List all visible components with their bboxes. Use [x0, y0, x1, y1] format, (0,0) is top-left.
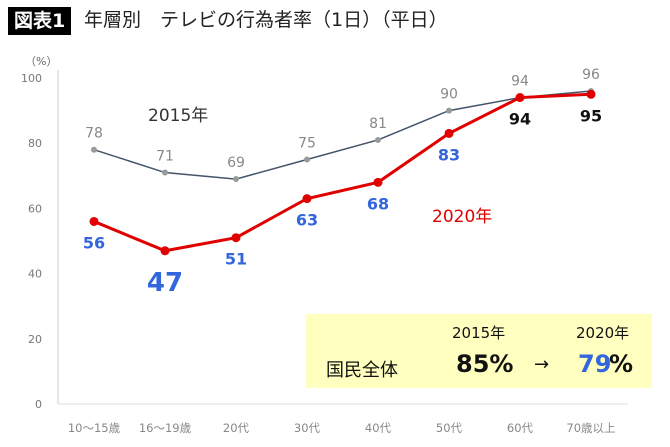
data-label: 81 — [369, 116, 387, 132]
data-point — [444, 128, 454, 138]
y-tick-label: 20 — [28, 333, 42, 346]
data-label: 78 — [85, 126, 103, 142]
x-tick-label: 60代 — [507, 421, 534, 435]
data-point — [373, 177, 383, 187]
summary-label: 国民全体 — [326, 360, 398, 381]
x-tick-label: 50代 — [436, 421, 463, 435]
figure-badge: 図表1 — [8, 7, 72, 35]
summary-value-2020-percent: % — [609, 350, 634, 378]
x-tick-label: 70歳以上 — [566, 421, 615, 435]
legend-label-2020: 2020年 — [432, 207, 492, 227]
x-tick-label: 30代 — [294, 421, 321, 435]
summary-value-2020-number: 79 — [578, 350, 612, 378]
data-label: 90 — [440, 87, 458, 103]
data-point — [375, 136, 381, 143]
y-tick-label: 100 — [21, 72, 42, 85]
data-label: 69 — [227, 155, 245, 171]
x-tick-label: 20代 — [223, 421, 250, 435]
data-point — [162, 169, 168, 176]
summary-value-2015: 85% — [456, 350, 514, 378]
x-tick-label: 16～19歳 — [139, 421, 192, 435]
data-point — [233, 176, 239, 183]
data-label: 51 — [225, 250, 247, 269]
y-tick-label: 80 — [28, 137, 42, 150]
data-point — [586, 89, 596, 99]
series-line-2015年 — [93, 90, 592, 180]
data-label: 63 — [296, 211, 318, 230]
y-axis-unit: （%） — [25, 55, 58, 68]
summary-arrow: → — [534, 354, 550, 375]
legend-label-2015: 2015年 — [148, 106, 208, 126]
data-point — [231, 233, 241, 243]
data-point — [302, 194, 312, 204]
data-point — [91, 146, 97, 153]
y-tick-label: 60 — [28, 202, 42, 215]
data-label: 56 — [83, 233, 105, 252]
summary-box: 2015年 2020年 国民全体 85% → 79 % — [306, 314, 652, 388]
y-tick-label: 0 — [35, 398, 42, 411]
y-tick-label: 40 — [28, 268, 42, 281]
data-label: 94 — [509, 110, 531, 129]
data-label: 95 — [580, 106, 602, 125]
chart-title: 年層別 テレビの行為者率（1日）（平日） — [84, 9, 448, 31]
data-label: 96 — [582, 67, 600, 83]
data-label: 75 — [298, 136, 316, 152]
data-label: 68 — [367, 194, 389, 213]
summary-year-2020: 2020年 — [576, 324, 630, 342]
x-tick-label: 10～15歳 — [68, 421, 121, 435]
series-line-2020年 — [93, 92, 592, 253]
data-point — [446, 107, 452, 114]
summary-year-2015: 2015年 — [452, 324, 506, 342]
data-label: 83 — [438, 145, 460, 164]
data-point — [304, 156, 310, 163]
data-label: 47 — [147, 268, 183, 298]
data-point — [160, 246, 170, 256]
data-point — [89, 216, 99, 226]
x-tick-label: 40代 — [365, 421, 392, 435]
data-label: 71 — [156, 149, 174, 165]
data-point — [515, 93, 525, 103]
data-label: 94 — [511, 74, 529, 90]
